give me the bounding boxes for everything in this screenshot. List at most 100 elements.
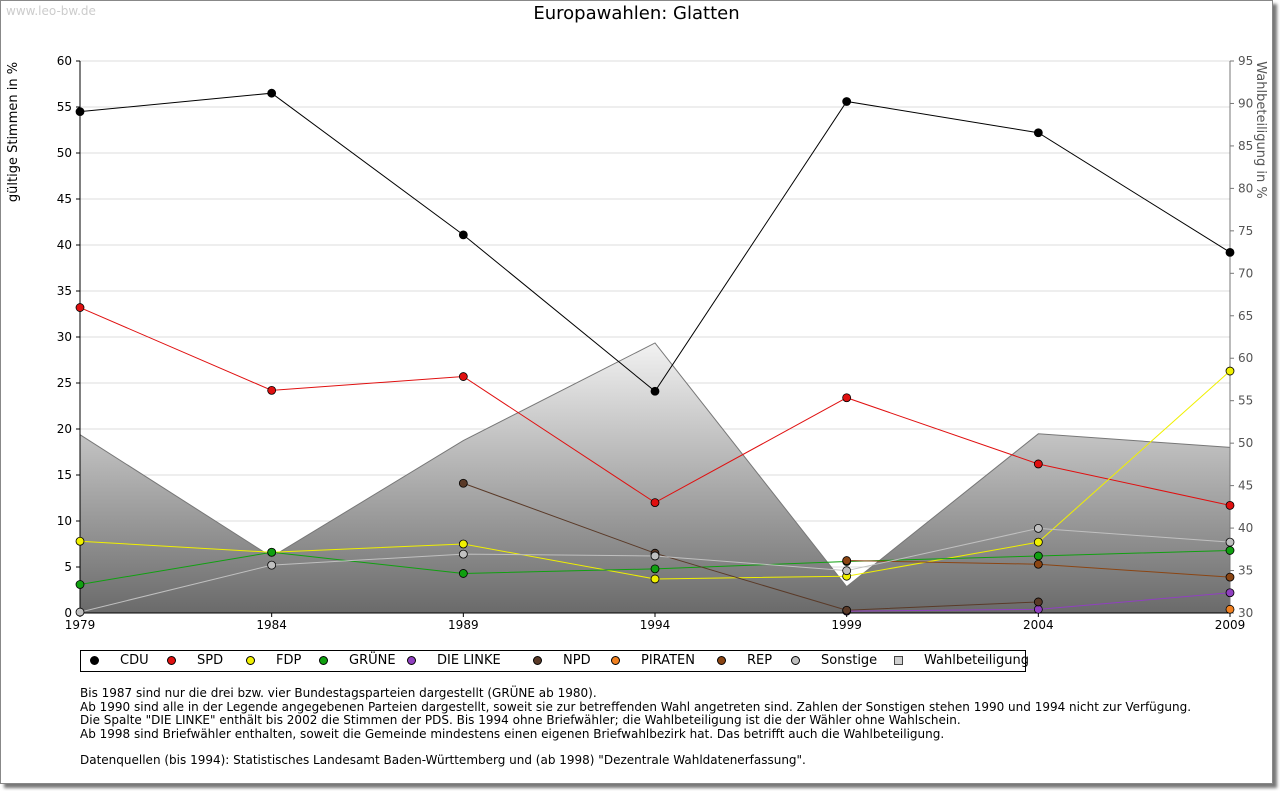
data-point	[650, 551, 660, 561]
source-note: Datenquellen (bis 1994): Statistisches L…	[80, 753, 806, 767]
legend-label: REP	[747, 653, 773, 668]
y-tick-label: 10	[57, 514, 72, 528]
y-tick-label: 20	[57, 422, 72, 436]
data-point	[75, 580, 85, 589]
data-point	[75, 107, 85, 116]
data-point	[458, 569, 468, 578]
x-tick-label: 2004	[1023, 618, 1054, 632]
legend-label: PIRATEN	[641, 653, 695, 668]
y2-tick-label: 30	[1238, 606, 1253, 620]
y-tick-label: 45	[57, 192, 72, 206]
data-point	[650, 498, 660, 508]
data-point	[1033, 523, 1043, 533]
data-point	[1033, 604, 1043, 614]
y2-tick-label: 80	[1238, 181, 1253, 195]
data-point	[1225, 604, 1235, 614]
legend-label: Sonstige	[821, 653, 878, 668]
y-tick-label: 40	[57, 238, 72, 252]
series-line	[463, 482, 1039, 611]
data-point	[842, 605, 852, 615]
data-point	[1225, 247, 1235, 257]
data-point	[842, 556, 852, 565]
data-point	[458, 539, 468, 549]
legend-marker	[894, 656, 903, 665]
data-point	[650, 574, 660, 584]
data-point	[1033, 537, 1043, 547]
y2-tick-label: 65	[1238, 309, 1253, 323]
legend-label: Wahlbeteiligung	[924, 653, 1030, 668]
y-axis-label: gültige Stimmen in %	[6, 62, 21, 202]
y2-tick-label: 75	[1238, 224, 1253, 238]
legend-marker	[407, 656, 416, 665]
x-tick-label: 1979	[65, 618, 96, 632]
chart-svg: 0 5 10 15 20 25 30 35 40 45 50 55 60 30 35 40 45 50 55 60 65…	[6, 54, 1268, 632]
legend-marker	[90, 656, 99, 665]
note-line: Ab 1998 sind Briefwähler enthalten, sowe…	[80, 726, 945, 741]
y-tick-label: 55	[57, 100, 72, 114]
y-tick-label: 25	[57, 376, 72, 390]
x-tick-label: 1999	[831, 618, 862, 632]
x-tick-label: 2009	[1215, 618, 1246, 632]
data-point	[1033, 459, 1043, 469]
data-point	[458, 478, 468, 488]
y2-tick-label: 85	[1238, 139, 1253, 153]
legend-marker	[717, 656, 726, 665]
data-point	[1033, 559, 1043, 569]
x-tick-label: 1994	[640, 618, 671, 632]
y-tick-label: 15	[57, 468, 72, 482]
legend: CDU SPD FDP GRÜNE DIE LINKE NPD PIRATEN REP Sons…	[80, 650, 1030, 672]
note-line: Bis 1987 sind nur die drei bzw. vier Bun…	[80, 686, 597, 700]
y2-axis-label: Wahlbeteiligung in %	[1253, 61, 1268, 198]
notes: Bis 1987 sind nur die drei bzw. vier Bun…	[80, 686, 1192, 768]
data-point	[1033, 597, 1043, 607]
note-line: Die Spalte "DIE LINKE" enthält bis 2002 …	[80, 713, 961, 727]
legend-label: SPD	[197, 653, 224, 668]
data-point	[1225, 366, 1235, 376]
turnout-line	[79, 342, 1231, 588]
legend-marker	[791, 656, 800, 665]
y2-tick-label: 70	[1238, 266, 1253, 280]
y2-tick-label: 40	[1238, 521, 1253, 535]
data-point	[650, 386, 660, 396]
data-point	[267, 560, 277, 570]
data-point	[267, 88, 277, 98]
legend-marker	[611, 656, 620, 665]
turnout-area-layer	[79, 342, 1231, 613]
y2-tick-label: 50	[1238, 436, 1253, 450]
y-tick-label: 35	[57, 284, 72, 298]
watermark: www.leo-bw.de	[6, 4, 96, 18]
data-point	[458, 372, 468, 381]
note-line: Ab 1990 sind alle in der Legende angegeb…	[80, 699, 1192, 714]
legend-marker	[246, 656, 255, 665]
y2-tick-label: 90	[1238, 96, 1253, 110]
series-layer	[75, 88, 1235, 617]
data-point	[267, 547, 277, 557]
y2-tick-label: 45	[1238, 479, 1253, 493]
legend-marker	[319, 656, 328, 665]
y-tick-label: 50	[57, 146, 72, 160]
data-point	[75, 536, 85, 546]
legend-label: DIE LINKE	[437, 653, 501, 668]
data-point	[458, 230, 468, 240]
data-point	[75, 607, 85, 617]
data-point	[1225, 500, 1235, 510]
y-tick-label: 60	[57, 54, 72, 68]
data-point	[1225, 588, 1235, 598]
y-tick-label: 0	[64, 606, 72, 620]
data-point	[1033, 128, 1043, 138]
data-point	[1225, 572, 1235, 582]
x-tick-label: 1989	[448, 618, 479, 632]
y-tick-label: 5	[64, 560, 72, 574]
legend-label: NPD	[563, 653, 591, 668]
legend-label: FDP	[276, 653, 302, 668]
data-point	[842, 393, 852, 403]
y2-tick-label: 35	[1238, 564, 1253, 578]
chart-title: Europawahlen: Glatten	[533, 3, 740, 24]
turnout-area	[80, 342, 1230, 613]
data-point	[650, 564, 660, 574]
y2-tick-label: 95	[1238, 54, 1253, 68]
data-point	[458, 549, 468, 559]
data-point	[267, 385, 277, 395]
legend-marker	[167, 656, 176, 665]
legend-label: CDU	[120, 653, 149, 668]
